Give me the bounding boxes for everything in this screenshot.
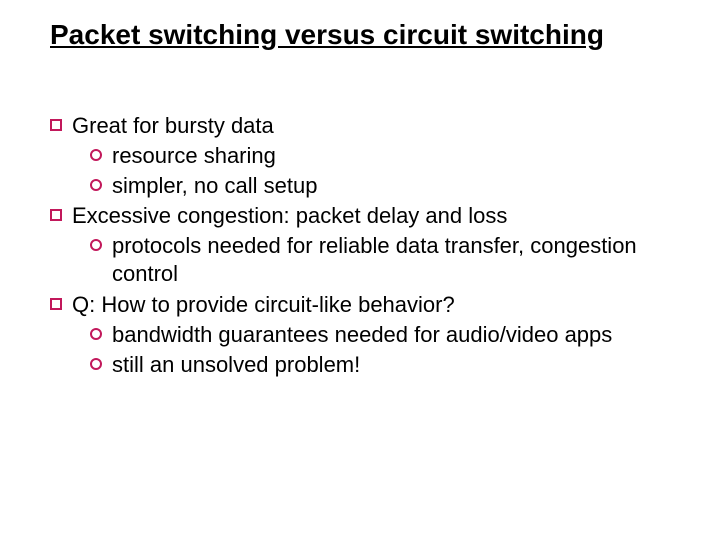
bullet-text: Excessive congestion: packet delay and l… xyxy=(72,202,680,230)
circle-bullet-icon xyxy=(90,328,102,340)
list-item: bandwidth guarantees needed for audio/vi… xyxy=(90,321,680,349)
square-bullet-icon xyxy=(50,119,62,131)
bullet-text: still an unsolved problem! xyxy=(112,351,680,379)
slide-content: Great for bursty data resource sharing s… xyxy=(50,112,680,379)
list-item: Excessive congestion: packet delay and l… xyxy=(50,202,680,230)
square-bullet-icon xyxy=(50,209,62,221)
list-item: Great for bursty data xyxy=(50,112,680,140)
list-item: protocols needed for reliable data trans… xyxy=(90,232,680,288)
list-item: simpler, no call setup xyxy=(90,172,680,200)
circle-bullet-icon xyxy=(90,239,102,251)
slide: Packet switching versus circuit switchin… xyxy=(0,0,720,540)
bullet-text: resource sharing xyxy=(112,142,680,170)
bullet-text: Great for bursty data xyxy=(72,112,680,140)
list-item: Q: How to provide circuit-like behavior? xyxy=(50,291,680,319)
list-item: still an unsolved problem! xyxy=(90,351,680,379)
square-bullet-icon xyxy=(50,298,62,310)
bullet-text: simpler, no call setup xyxy=(112,172,680,200)
circle-bullet-icon xyxy=(90,149,102,161)
bullet-text: protocols needed for reliable data trans… xyxy=(112,232,680,288)
bullet-text: bandwidth guarantees needed for audio/vi… xyxy=(112,321,680,349)
bullet-text: Q: How to provide circuit-like behavior? xyxy=(72,291,680,319)
list-item: resource sharing xyxy=(90,142,680,170)
circle-bullet-icon xyxy=(90,179,102,191)
slide-title: Packet switching versus circuit switchin… xyxy=(50,18,680,52)
circle-bullet-icon xyxy=(90,358,102,370)
